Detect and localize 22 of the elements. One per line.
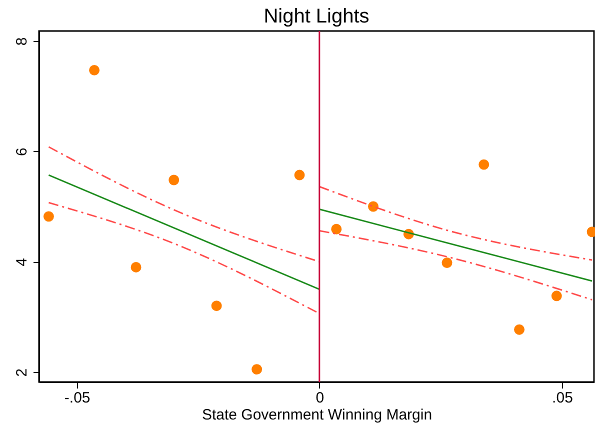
point xyxy=(294,170,305,180)
point xyxy=(442,258,452,268)
point xyxy=(211,300,222,312)
point xyxy=(43,211,54,222)
point xyxy=(252,364,262,375)
point xyxy=(331,224,342,234)
x-axis-title: State Government Winning Margin xyxy=(202,406,432,424)
y-tick-label: 4 xyxy=(14,258,30,266)
x-tick-label: 0 xyxy=(316,390,324,406)
point xyxy=(368,201,379,212)
point xyxy=(168,174,180,186)
point xyxy=(551,290,562,302)
y-tick-label: 2 xyxy=(14,368,30,377)
x-tick-label: .05 xyxy=(552,390,573,406)
point xyxy=(478,159,490,170)
point xyxy=(130,262,142,272)
chart-title: Night Lights xyxy=(264,5,370,28)
y-tick-label: 6 xyxy=(14,148,30,156)
point xyxy=(89,64,100,76)
y-tick-label: 8 xyxy=(14,37,30,46)
point xyxy=(514,324,525,335)
x-tick-label: -.05 xyxy=(64,390,90,406)
